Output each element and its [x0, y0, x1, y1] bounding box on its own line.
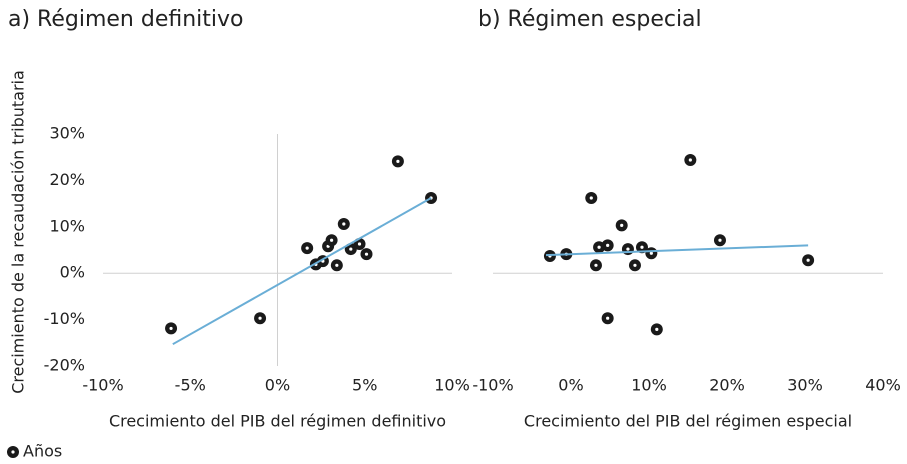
- chart-title: a) Régimen definitivo: [8, 7, 244, 32]
- point-dot: [349, 247, 353, 251]
- point-dot: [258, 316, 262, 320]
- y-tick-label: 30%: [49, 124, 85, 143]
- legend-label: Años: [23, 442, 62, 461]
- point-dot: [606, 243, 610, 247]
- x-tick-label: 5%: [352, 376, 377, 395]
- point: [330, 259, 343, 272]
- point-dot: [649, 251, 653, 255]
- point: [635, 241, 648, 254]
- x-tick-label: 20%: [709, 376, 745, 395]
- point: [254, 312, 267, 325]
- point-dot: [606, 316, 610, 320]
- x-tick-label: 0%: [265, 376, 290, 395]
- point: [615, 219, 628, 232]
- x-tick-label: -10%: [82, 376, 123, 395]
- point-dot: [329, 238, 334, 242]
- point-dot: [357, 242, 362, 246]
- chart-title: b) Régimen especial: [478, 7, 702, 32]
- x-tick-label: 10%: [631, 376, 667, 395]
- y-tick-label: 10%: [49, 216, 85, 235]
- trendline: [546, 244, 809, 257]
- point-dot: [633, 263, 637, 267]
- y-tick-label: -20%: [44, 356, 85, 375]
- point-dot: [597, 245, 601, 249]
- point: [360, 248, 373, 261]
- point: [621, 243, 634, 256]
- x-axis-label: Crecimiento del PIB del régimen especial: [524, 412, 852, 431]
- x-tick-label: -10%: [472, 376, 513, 395]
- point-dot: [806, 258, 810, 262]
- point: [645, 247, 658, 260]
- point: [585, 192, 598, 205]
- point-dot: [305, 246, 309, 250]
- point: [391, 155, 404, 168]
- point: [601, 312, 614, 325]
- point-dot: [688, 158, 692, 162]
- point-dot: [396, 159, 400, 163]
- x-tick-label: 10%: [434, 376, 470, 395]
- x-axis-label: Crecimiento del PIB del régimen definiti…: [109, 412, 446, 431]
- point: [337, 218, 350, 231]
- point-dot: [589, 196, 593, 200]
- y-axis-label: Crecimiento de la recaudación tributaria: [9, 70, 28, 394]
- point-dot: [335, 263, 339, 267]
- point: [589, 259, 602, 272]
- point-dot: [640, 245, 644, 249]
- point-dot: [718, 238, 722, 242]
- point-dot: [364, 252, 369, 256]
- point-dot: [342, 222, 346, 226]
- point-dot: [620, 223, 624, 228]
- x-tick-label: 30%: [787, 376, 823, 395]
- point: [802, 254, 815, 267]
- y-tick-label: 0%: [60, 263, 85, 282]
- point: [713, 234, 726, 247]
- point: [601, 239, 614, 252]
- point-dot: [626, 247, 630, 251]
- point-dot: [169, 326, 173, 331]
- trendline: [172, 197, 432, 346]
- y-tick-label: 20%: [49, 170, 85, 189]
- x-tick-label: 0%: [558, 376, 583, 395]
- point-dot: [594, 263, 598, 267]
- point: [684, 153, 697, 166]
- point: [650, 323, 663, 336]
- point: [628, 259, 641, 272]
- point: [543, 250, 556, 263]
- point: [165, 322, 178, 335]
- point: [325, 234, 338, 247]
- x-tick-label: 40%: [865, 376, 901, 395]
- x-tick-label: -5%: [175, 376, 206, 395]
- point: [301, 242, 314, 255]
- legend-dot: [11, 450, 15, 454]
- point-dot: [655, 327, 659, 331]
- y-tick-label: -10%: [44, 309, 85, 328]
